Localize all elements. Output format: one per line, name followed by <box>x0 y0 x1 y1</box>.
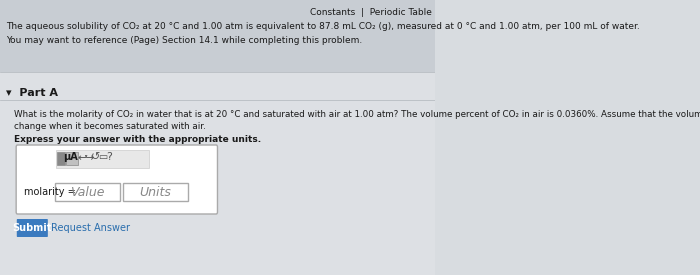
FancyBboxPatch shape <box>0 0 435 72</box>
Text: ↩: ↩ <box>77 152 87 162</box>
Text: change when it becomes saturated with air.: change when it becomes saturated with ai… <box>14 122 205 131</box>
Text: Express your answer with the appropriate units.: Express your answer with the appropriate… <box>14 135 261 144</box>
FancyBboxPatch shape <box>55 183 120 201</box>
FancyBboxPatch shape <box>0 72 435 275</box>
Text: Submit: Submit <box>13 223 52 233</box>
Text: ↪: ↪ <box>84 152 94 162</box>
Text: ?: ? <box>106 152 112 162</box>
FancyBboxPatch shape <box>66 152 78 165</box>
Text: μA: μA <box>63 152 78 162</box>
FancyBboxPatch shape <box>17 219 48 237</box>
Text: ▭: ▭ <box>98 152 107 162</box>
FancyBboxPatch shape <box>16 145 218 214</box>
FancyBboxPatch shape <box>56 150 149 168</box>
Text: molarity =: molarity = <box>24 187 76 197</box>
FancyBboxPatch shape <box>123 183 188 201</box>
Text: Value: Value <box>70 186 104 199</box>
Text: Units: Units <box>139 186 172 199</box>
Text: You may want to reference (Page) Section 14.1 while completing this problem.: You may want to reference (Page) Section… <box>6 36 363 45</box>
FancyBboxPatch shape <box>57 152 64 165</box>
Text: The aqueous solubility of CO₂ at 20 °C and 1.00 atm is equivalent to 87.8 mL CO₂: The aqueous solubility of CO₂ at 20 °C a… <box>6 22 640 31</box>
Text: ▾  Part A: ▾ Part A <box>6 88 58 98</box>
Text: What is the molarity of CO₂ in water that is at 20 °C and saturated with air at : What is the molarity of CO₂ in water tha… <box>14 110 700 119</box>
Text: ↺: ↺ <box>91 152 100 162</box>
Text: Constants  |  Periodic Table: Constants | Periodic Table <box>310 8 432 17</box>
Text: Request Answer: Request Answer <box>51 223 130 233</box>
